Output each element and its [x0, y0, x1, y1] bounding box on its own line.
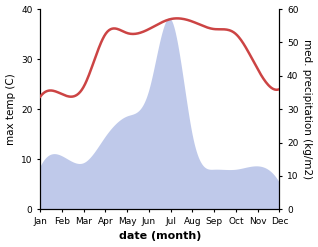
X-axis label: date (month): date (month) [119, 231, 201, 242]
Y-axis label: med. precipitation (kg/m2): med. precipitation (kg/m2) [302, 39, 313, 179]
Y-axis label: max temp (C): max temp (C) [5, 73, 16, 145]
